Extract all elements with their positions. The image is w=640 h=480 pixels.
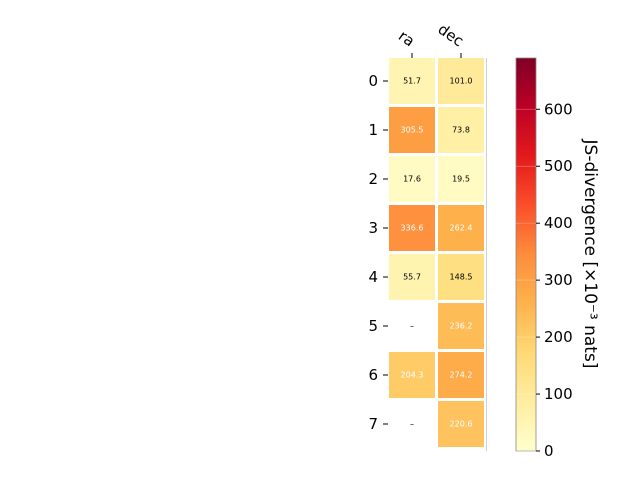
heatmap-cell <box>389 58 435 104</box>
cell-value-label: 236.2 <box>450 322 473 331</box>
cell-value-label: 55.7 <box>403 273 421 282</box>
colorbar-tick-label: 500 <box>544 157 573 175</box>
heatmap-cells: 51.7 101.0 305.5 73.8 17.6 19.5 336.6 262.4 55.7… <box>389 58 484 447</box>
heatmap-cell <box>438 303 484 349</box>
cell-value-label: 101.0 <box>450 77 473 86</box>
heatmap-cell <box>438 401 484 447</box>
colorbar-tick-label: 600 <box>544 100 573 118</box>
cell-value-label: – <box>410 322 414 331</box>
cell-value-label: 204.3 <box>401 371 424 380</box>
row-labels: 0 1 2 3 4 5 6 7 <box>368 72 388 433</box>
cell-value-label: 148.5 <box>450 273 473 282</box>
cell-value-label: – <box>410 420 414 429</box>
colorbar-gradient <box>515 57 537 452</box>
cell-value-label: 305.5 <box>401 126 424 135</box>
colorbar-tick-label: 300 <box>544 271 573 289</box>
colorbar: 0 100 200 300 400 500 600 JS-divergence [×10⁻³… <box>515 57 600 460</box>
colorbar-tick-label: 0 <box>544 442 554 460</box>
heatmap-cell <box>389 107 435 153</box>
cell-value-label: 262.4 <box>450 224 473 233</box>
row-label: 0 <box>368 72 378 90</box>
heatmap-cell <box>389 352 435 398</box>
heatmap-cell <box>438 107 484 153</box>
colorbar-label: JS-divergence [×10⁻³ nats] <box>580 139 600 369</box>
cell-value-label: 17.6 <box>403 175 421 184</box>
cell-value-label: 220.6 <box>450 420 473 429</box>
heatmap-cell <box>389 205 435 251</box>
column-labels: ra dec <box>395 20 467 58</box>
heatmap-cell <box>438 352 484 398</box>
colorbar-tick-label: 100 <box>544 385 573 403</box>
cell-value-label: 274.2 <box>450 371 473 380</box>
heatmap-cell <box>438 156 484 202</box>
row-label: 5 <box>368 317 378 335</box>
row-label: 2 <box>368 170 378 188</box>
colorbar-tick-label: 400 <box>544 214 573 232</box>
row-label: 6 <box>368 366 378 384</box>
heatmap-cell <box>389 156 435 202</box>
row-label: 3 <box>368 219 378 237</box>
row-label: 7 <box>368 415 378 433</box>
heatmap-cell <box>438 205 484 251</box>
heatmap-cell <box>438 254 484 300</box>
colorbar-tick-label: 200 <box>544 328 573 346</box>
heatmap-cell <box>438 58 484 104</box>
column-label: dec <box>435 20 467 50</box>
cell-value-label: 73.8 <box>452 126 470 135</box>
heatmap-cell <box>389 254 435 300</box>
cell-value-label: 19.5 <box>452 175 470 184</box>
column-label: ra <box>395 27 418 51</box>
row-label: 1 <box>368 121 378 139</box>
colorbar-ticks: 0 100 200 300 400 500 600 <box>516 100 573 460</box>
cell-value-label: 336.6 <box>401 224 424 233</box>
cell-value-label: 51.7 <box>403 77 421 86</box>
row-label: 4 <box>368 268 378 286</box>
